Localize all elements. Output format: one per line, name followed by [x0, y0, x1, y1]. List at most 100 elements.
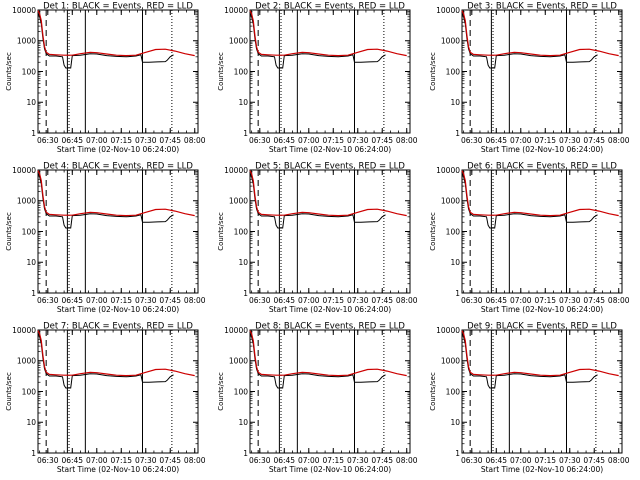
y-tick-label: 1	[243, 449, 248, 458]
series-line-events	[461, 172, 598, 229]
x-tick-label: 07:45	[159, 136, 181, 145]
x-tick-label: 07:00	[86, 456, 108, 465]
x-tick-label: 08:00	[396, 136, 418, 145]
y-tick-label: 1	[455, 289, 460, 298]
x-tick-label: 08:00	[184, 136, 206, 145]
x-tick-label: 07:15	[322, 456, 344, 465]
y-axis-label: Counts/sec	[5, 212, 13, 251]
chart-panel-4: Det 4: BLACK = Events, RED = LLD 06:30 06:…	[5, 162, 206, 315]
series-line-events	[249, 332, 386, 389]
x-tick-label: 07:45	[371, 456, 393, 465]
y-tick-label: 1000	[441, 37, 460, 46]
x-tick-label: 07:30	[347, 456, 369, 465]
y-tick-label: 1000	[17, 197, 36, 206]
x-tick-label: 07:45	[583, 136, 605, 145]
y-tick-label: 100	[234, 67, 249, 76]
x-tick-label: 07:15	[534, 136, 556, 145]
x-tick-label: 07:15	[110, 456, 132, 465]
y-tick-label: 10000	[436, 166, 460, 175]
y-tick-label: 1000	[441, 197, 460, 206]
plot-frame	[37, 169, 199, 294]
plot-frame	[37, 9, 199, 134]
series-line-lld	[461, 10, 619, 57]
x-tick-label: 07:45	[159, 456, 181, 465]
series-line-lld	[249, 10, 407, 57]
plot-frame	[461, 329, 623, 454]
plot-frame	[461, 9, 623, 134]
x-tick-label: 07:45	[371, 136, 393, 145]
x-tick-label: 06:45	[485, 136, 507, 145]
chart-panel-6: Det 6: BLACK = Events, RED = LLD 06:30 06:…	[429, 162, 630, 315]
series-line-events	[37, 172, 174, 229]
y-tick-label: 10000	[436, 326, 460, 335]
y-tick-label: 10000	[12, 326, 36, 335]
series-line-lld	[249, 330, 407, 377]
y-tick-label: 100	[22, 67, 37, 76]
x-tick-label: 07:15	[110, 296, 132, 305]
y-tick-label: 10	[238, 418, 248, 427]
x-axis-label: Start Time (02-Nov-10 06:24:00)	[269, 145, 391, 154]
x-tick-label: 08:00	[184, 456, 206, 465]
x-tick-label: 06:30	[461, 456, 483, 465]
y-axis-label: Counts/sec	[217, 52, 225, 91]
y-tick-label: 1	[243, 129, 248, 138]
plot-frame	[249, 169, 411, 294]
y-tick-label: 1000	[441, 357, 460, 366]
y-tick-label: 10	[26, 258, 36, 267]
chart-panel-9: Det 9: BLACK = Events, RED = LLD 06:30 06:…	[429, 322, 630, 475]
series-line-lld	[37, 330, 195, 377]
series-line-lld	[461, 330, 619, 377]
x-tick-label: 06:45	[273, 296, 295, 305]
y-tick-label: 1	[31, 289, 36, 298]
plot-frame	[37, 329, 199, 454]
x-tick-label: 07:00	[298, 456, 320, 465]
x-tick-label: 07:30	[559, 296, 581, 305]
y-tick-label: 100	[22, 387, 37, 396]
y-tick-label: 1000	[17, 357, 36, 366]
x-tick-label: 07:00	[510, 136, 532, 145]
y-tick-label: 10	[26, 418, 36, 427]
x-tick-label: 07:15	[322, 296, 344, 305]
y-tick-label: 1	[243, 289, 248, 298]
y-tick-label: 1000	[17, 37, 36, 46]
x-tick-label: 07:00	[510, 296, 532, 305]
x-axis-label: Start Time (02-Nov-10 06:24:00)	[481, 465, 603, 474]
y-tick-label: 10	[450, 98, 460, 107]
chart-panel-7: Det 7: BLACK = Events, RED = LLD 06:30 06:…	[5, 322, 206, 475]
y-tick-label: 1000	[229, 357, 248, 366]
x-tick-label: 06:30	[461, 296, 483, 305]
series-line-events	[461, 332, 598, 389]
x-axis-label: Start Time (02-Nov-10 06:24:00)	[481, 145, 603, 154]
chart-panel-1: Det 1: BLACK = Events, RED = LLD 06:30 06:…	[5, 2, 206, 155]
y-axis-label: Counts/sec	[429, 212, 437, 251]
x-axis-label: Start Time (02-Nov-10 06:24:00)	[269, 305, 391, 314]
series-line-events	[249, 12, 386, 69]
plot-frame	[249, 9, 411, 134]
series-line-events	[461, 12, 598, 69]
y-tick-label: 1000	[229, 37, 248, 46]
y-tick-label: 10	[238, 258, 248, 267]
x-tick-label: 06:30	[249, 456, 271, 465]
y-tick-label: 1	[455, 449, 460, 458]
y-tick-label: 100	[22, 227, 37, 236]
chart-title: Det 6: BLACK = Events, RED = LLD	[467, 162, 617, 172]
x-tick-label: 06:30	[37, 296, 59, 305]
x-tick-label: 07:30	[559, 136, 581, 145]
y-axis-label: Counts/sec	[5, 52, 13, 91]
y-tick-label: 1000	[229, 197, 248, 206]
x-tick-label: 07:45	[583, 456, 605, 465]
y-axis-label: Counts/sec	[217, 372, 225, 411]
x-axis-label: Start Time (02-Nov-10 06:24:00)	[57, 465, 179, 474]
x-tick-label: 08:00	[608, 136, 630, 145]
x-tick-label: 07:30	[347, 296, 369, 305]
series-line-events	[37, 12, 174, 69]
x-tick-label: 07:15	[322, 136, 344, 145]
x-tick-label: 06:45	[485, 296, 507, 305]
x-tick-label: 06:45	[61, 136, 83, 145]
y-tick-label: 100	[446, 67, 461, 76]
x-tick-label: 06:30	[249, 296, 271, 305]
plot-frame	[249, 329, 411, 454]
x-tick-label: 07:00	[86, 296, 108, 305]
y-tick-label: 10	[238, 98, 248, 107]
x-axis-label: Start Time (02-Nov-10 06:24:00)	[481, 305, 603, 314]
